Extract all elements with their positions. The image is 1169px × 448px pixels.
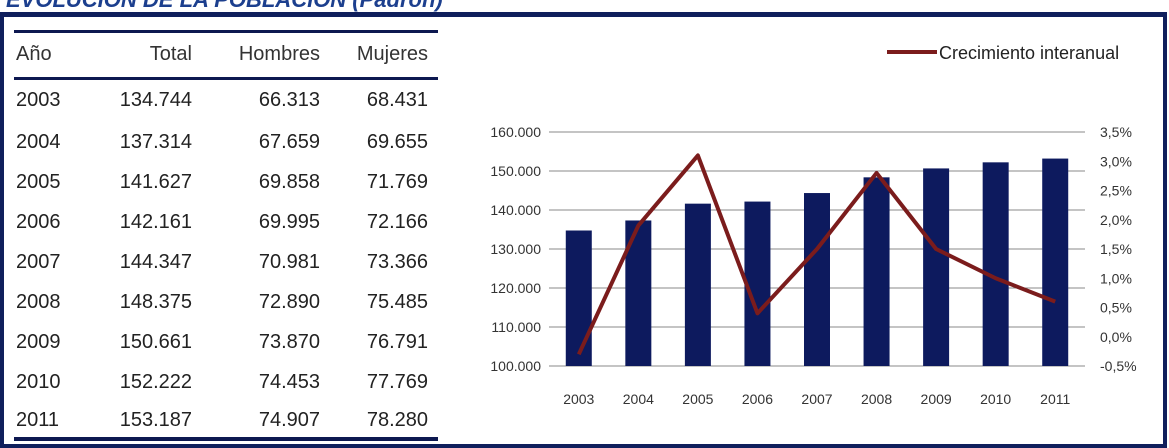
x-tick-label: 2011 (1040, 391, 1070, 407)
x-tick-label: 2005 (682, 391, 713, 407)
table-rule-top (14, 30, 438, 33)
cell-year: 2006 (16, 211, 61, 233)
bar (923, 168, 950, 366)
header-year: Año (16, 43, 52, 65)
y-right-tick-label: 2,5% (1100, 183, 1132, 199)
bar (982, 162, 1009, 366)
legend-label: Crecimiento interanual (939, 43, 1119, 63)
table-row: 2008 148.375 72.890 75.485 (14, 282, 438, 322)
cell-year: 2007 (16, 251, 61, 273)
cell-year: 2008 (16, 291, 61, 313)
bar (744, 201, 771, 366)
cell-women: 71.769 (366, 171, 428, 193)
table-rule-bottom (14, 437, 438, 441)
cell-men: 70.981 (258, 251, 320, 273)
y-left-tick-label: 140.000 (490, 202, 541, 218)
bar (804, 193, 830, 366)
y-right-tick-label: 1,5% (1100, 241, 1132, 257)
x-tick-label: 2010 (980, 391, 1011, 407)
table-row: 2007 144.347 70.981 73.366 (14, 242, 438, 282)
x-tick-label: 2003 (563, 391, 594, 407)
bar (565, 230, 592, 366)
cell-women: 72.166 (366, 211, 428, 233)
cell-total: 150.661 (119, 331, 192, 353)
cell-total: 152.222 (119, 371, 192, 393)
bar (1042, 158, 1069, 366)
cell-total: 144.347 (119, 251, 192, 273)
cell-men: 74.907 (258, 409, 320, 431)
x-tick-label: 2009 (921, 391, 952, 407)
table-row: 2005 141.627 69.858 71.769 (14, 162, 438, 202)
cell-women: 69.655 (366, 131, 428, 153)
y-right-tick-label: -0,5% (1100, 358, 1137, 374)
cell-total: 141.627 (119, 171, 192, 193)
table-row: 2011 153.187 74.907 78.280 (14, 400, 438, 440)
x-tick-label: 2008 (861, 391, 892, 407)
line-series-growth (576, 153, 1056, 356)
table-row: 2004 137.314 67.659 69.655 (14, 122, 438, 162)
cell-total: 134.744 (119, 89, 192, 111)
y-left-tick-label: 120.000 (490, 280, 541, 296)
cell-men: 66.313 (258, 89, 320, 111)
header-total: Total (149, 43, 192, 65)
figure-panel (0, 12, 1167, 448)
table-row: 2006 142.161 69.995 72.166 (14, 202, 438, 242)
table-row: 2009 150.661 73.870 76.791 (14, 322, 438, 362)
cell-total: 153.187 (119, 409, 192, 431)
table-row: 2010 152.222 74.453 77.769 (14, 362, 438, 402)
table-row: 2003 134.744 66.313 68.431 (14, 80, 438, 120)
population-chart: 100.000 110.000 120.000 130.000 140.000 150.0… (490, 43, 1137, 407)
cell-year: 2003 (16, 89, 61, 111)
cell-total: 148.375 (119, 291, 192, 313)
table-header-row: Año Total Hombres Mujeres (14, 34, 438, 74)
y-right-tick-label: 2,0% (1100, 212, 1132, 228)
y-right-tick-label: 1,0% (1100, 270, 1132, 286)
cell-women: 73.366 (366, 251, 428, 273)
cell-year: 2005 (16, 171, 61, 193)
x-tick-label: 2006 (742, 391, 773, 407)
cell-year: 2011 (16, 409, 60, 431)
y-right-tick-label: 3,5% (1100, 124, 1132, 140)
cell-men: 69.858 (258, 171, 320, 193)
cell-year: 2010 (16, 371, 61, 393)
y-left-tick-label: 130.000 (490, 241, 541, 257)
bar (684, 203, 711, 366)
cell-men: 72.890 (258, 291, 320, 313)
cell-year: 2004 (16, 131, 61, 153)
y-left-tick-label: 110.000 (491, 319, 541, 335)
bar (863, 177, 890, 366)
cell-men: 74.453 (258, 371, 320, 393)
table-rule-header (14, 77, 438, 80)
cell-men: 67.659 (258, 131, 320, 153)
y-left-tick-label: 150.000 (490, 163, 541, 179)
header-women: Mujeres (356, 43, 428, 65)
y-left-tick-label: 100.000 (490, 358, 541, 374)
x-tick-label: 2004 (623, 391, 654, 407)
y-right-tick-label: 0,0% (1100, 329, 1132, 345)
cell-women: 76.791 (366, 331, 428, 353)
cell-men: 69.995 (258, 211, 320, 233)
cell-men: 73.870 (258, 331, 320, 353)
y-left-tick-label: 160.000 (490, 124, 541, 140)
page-title: EVOLUCIÓN DE LA POBLACIÓN (Padrón) (6, 0, 443, 12)
cell-women: 77.769 (366, 371, 428, 393)
header-strip: EVOLUCIÓN DE LA POBLACIÓN (Padrón) (0, 0, 1169, 12)
y-right-tick-label: 3,0% (1100, 153, 1132, 169)
cell-year: 2009 (16, 331, 61, 353)
header-men: Hombres (238, 43, 320, 65)
cell-women: 68.431 (366, 89, 428, 111)
y-right-tick-label: 0,5% (1100, 300, 1132, 316)
cell-women: 75.485 (366, 291, 428, 313)
cell-total: 142.161 (119, 211, 192, 233)
cell-women: 78.280 (366, 409, 428, 431)
x-tick-label: 2007 (801, 391, 832, 407)
cell-total: 137.314 (119, 131, 192, 153)
